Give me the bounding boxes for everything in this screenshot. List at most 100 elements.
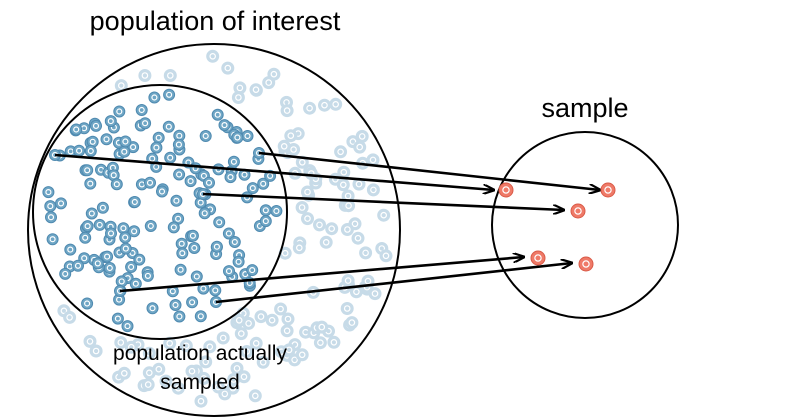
sampled-point (163, 88, 176, 101)
sampled-point (227, 155, 240, 168)
unsampled-point (282, 343, 296, 357)
sampled-point (115, 275, 128, 288)
unsampled-point (141, 378, 155, 392)
unsampled-point (249, 83, 263, 97)
sampled-point (174, 263, 187, 276)
unsampled-point (342, 199, 356, 213)
unsampled-point (377, 208, 391, 222)
sampling-arrow-1 (54, 153, 494, 190)
unsampled-point (152, 362, 166, 376)
sampled-point (119, 242, 132, 255)
sampled-point (113, 105, 126, 118)
sampled-point (46, 233, 59, 246)
sampled-point (257, 177, 270, 190)
sampled-point (241, 130, 254, 142)
sample-circle (491, 131, 679, 319)
unsampled-point (301, 185, 314, 199)
sampled-point (129, 277, 142, 290)
sampled-point (96, 201, 109, 214)
sampled-point (93, 218, 106, 231)
sampled-point (113, 293, 126, 306)
sampled-point (146, 302, 159, 315)
sampled-point (211, 108, 224, 121)
sampled-point (44, 200, 57, 213)
sampled-point (118, 145, 131, 158)
sampled-point (188, 242, 201, 254)
unsampled-point (240, 345, 254, 358)
sampling-arrow-5 (215, 263, 572, 304)
unsampled-point (197, 371, 211, 385)
sampled-point (198, 207, 211, 220)
unsampled-point (138, 69, 152, 82)
unsampled-point (142, 346, 156, 360)
unsampled-point (232, 313, 246, 327)
sampled-point (119, 135, 132, 148)
sample-point (600, 182, 616, 198)
unsampled-point (185, 364, 199, 378)
unsampled-point (114, 79, 128, 93)
unsampled-point (89, 344, 103, 358)
sampled-point (100, 133, 113, 146)
unsampled-point (256, 355, 270, 369)
sampled-point (70, 123, 83, 136)
sampled-point (259, 215, 272, 228)
unsampled-point (63, 310, 77, 324)
sampled-point (42, 186, 55, 199)
population-of-interest-label: population of interest (90, 6, 341, 36)
sampled-point (84, 145, 97, 157)
unsampled-point (329, 97, 343, 111)
sampled-point (167, 221, 180, 234)
unsampled-point (301, 212, 314, 226)
unsampled-point (227, 373, 241, 386)
sampled-point (190, 270, 203, 283)
sampled-point (128, 196, 141, 208)
sampled-point (210, 240, 223, 253)
sampled-point (162, 120, 175, 133)
sampled-point (223, 265, 235, 278)
unsampled-point (124, 340, 138, 354)
unsampled-point (248, 389, 262, 403)
unsampled-point (83, 334, 97, 348)
sampled-point (81, 164, 94, 177)
unsampled-point (336, 178, 350, 192)
sampled-point (199, 130, 212, 142)
sampled-point (170, 194, 183, 207)
unsampled-point (142, 366, 156, 380)
sampling-arrow-4 (119, 257, 524, 293)
sampled-point (133, 253, 146, 266)
unsampled-point (341, 274, 355, 288)
sampled-point (128, 225, 141, 238)
unsampled-point (234, 327, 248, 341)
population-actually-sampled-label-line1: population actually (113, 342, 287, 365)
unsampled-point (280, 324, 294, 338)
sampled-point (111, 312, 124, 325)
unsampled-point (345, 316, 359, 330)
population-actually-sampled-circle (32, 84, 288, 340)
sampled-point (222, 227, 235, 240)
unsampled-point (287, 143, 301, 156)
sampled-point (125, 261, 138, 273)
sampled-point (246, 182, 259, 195)
sample-point (570, 203, 586, 219)
sampled-point (209, 284, 222, 297)
unsampled-point (281, 312, 295, 326)
unsampled-point (355, 129, 369, 143)
sampled-point (59, 267, 72, 280)
unsampled-point (340, 223, 354, 236)
sampled-point (81, 220, 94, 233)
unsampled-point (379, 249, 393, 263)
unsampled-population-points (57, 49, 393, 408)
sampling-arrow-2 (258, 151, 600, 190)
unsampled-point (318, 98, 331, 112)
unsampled-point (265, 313, 279, 327)
unsampled-point (117, 366, 131, 380)
sampled-point (152, 131, 165, 144)
sampled-point (148, 91, 161, 104)
sample-point (578, 256, 594, 272)
unsampled-point (315, 320, 329, 334)
sample-label: sample (541, 93, 628, 123)
unsampled-point (159, 374, 173, 388)
unsampled-point (216, 331, 230, 345)
unsampled-point (325, 222, 339, 236)
unsampled-point (274, 302, 288, 316)
